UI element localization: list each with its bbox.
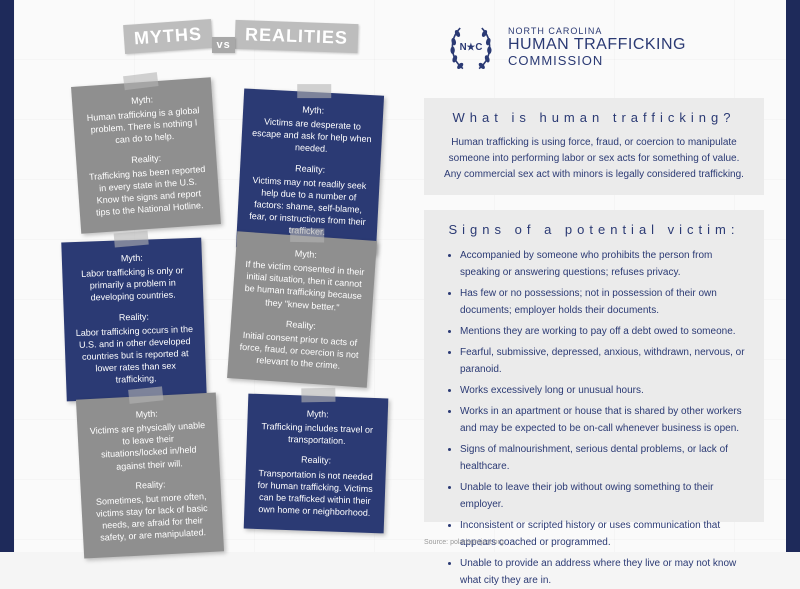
frame-border-left (0, 0, 14, 552)
sign-item: Has few or no possessions; not in posses… (460, 285, 746, 319)
definition-body: Human trafficking is using force, fraud,… (442, 135, 746, 183)
myth-text: Human trafficking is a global problem. T… (83, 104, 205, 149)
definition-panel: What is human trafficking? Human traffic… (424, 98, 764, 195)
tape-icon (301, 388, 335, 403)
myth-note-6: Myth:Trafficking includes travel or tran… (244, 394, 389, 534)
myth-note-3: Myth:Labor trafficking is only or primar… (61, 238, 206, 402)
sign-item: Unable to provide an address where they … (460, 555, 746, 589)
org-sub: COMMISSION (508, 53, 686, 68)
sign-item: Works in an apartment or house that is s… (460, 403, 746, 437)
myth-text: If the victim consented in their initial… (242, 258, 365, 315)
tape-icon (290, 228, 324, 243)
org-logo-block: N★C NORTH CAROLINA HUMAN TRAFFICKING COM… (444, 20, 686, 74)
reality-text: Labor trafficking occurs in the U.S. and… (74, 323, 196, 388)
source-text: Source: polarisproject.org (424, 539, 504, 546)
tape-icon (123, 72, 158, 90)
frame-border-right (786, 0, 800, 552)
org-state: NORTH CAROLINA (508, 26, 686, 36)
myth-text: Victims are desperate to escape and ask … (251, 115, 373, 158)
badge-text: N★C (460, 42, 483, 53)
tape-icon (114, 231, 149, 248)
sign-item: Works excessively long or unusual hours. (460, 382, 746, 399)
myth-note-1: Myth:Human trafficking is a global probl… (71, 77, 221, 234)
reality-text: Initial consent prior to acts of force, … (238, 329, 360, 374)
reality-text: Sometimes, but more often, victims stay … (91, 490, 213, 545)
sign-item: Unable to leave their job without owing … (460, 479, 746, 513)
myth-text: Victims are physically unable to leave t… (87, 419, 209, 474)
myth-note-5: Myth:Victims are physically unable to le… (76, 392, 224, 559)
myth-text: Trafficking includes travel or transport… (257, 420, 378, 448)
org-main: HUMAN TRAFFICKING (508, 36, 686, 54)
org-text: NORTH CAROLINA HUMAN TRAFFICKING COMMISS… (508, 26, 686, 69)
reality-text: Transportation is not needed for human t… (254, 466, 376, 519)
title-vs: vs (212, 37, 234, 53)
signs-title: Signs of a potential victim: (442, 222, 746, 237)
myth-note-4: Myth:If the victim consented in their in… (227, 231, 377, 388)
definition-title: What is human trafficking? (442, 110, 746, 125)
sign-item: Mentions they are working to pay off a d… (460, 323, 746, 340)
title-block: MYTHS vs REALITIES (124, 22, 358, 51)
tape-icon (128, 386, 163, 403)
sign-item: Signs of malnourishment, serious dental … (460, 441, 746, 475)
signs-panel: Signs of a potential victim: Accompanied… (424, 210, 764, 522)
title-myths: MYTHS (123, 19, 213, 54)
reality-text: Trafficking has been reported in every s… (87, 162, 210, 219)
tape-icon (297, 84, 331, 98)
title-realities: REALITIES (235, 20, 359, 53)
myth-text: Labor trafficking is only or primarily a… (72, 264, 193, 305)
sign-item: Accompanied by someone who prohibits the… (460, 247, 746, 281)
signs-list: Accompanied by someone who prohibits the… (442, 247, 746, 589)
wreath-icon: N★C (444, 20, 498, 74)
page-content: MYTHS vs REALITIES Myth:Human traffickin… (14, 0, 786, 552)
sign-item: Fearful, submissive, depressed, anxious,… (460, 344, 746, 378)
